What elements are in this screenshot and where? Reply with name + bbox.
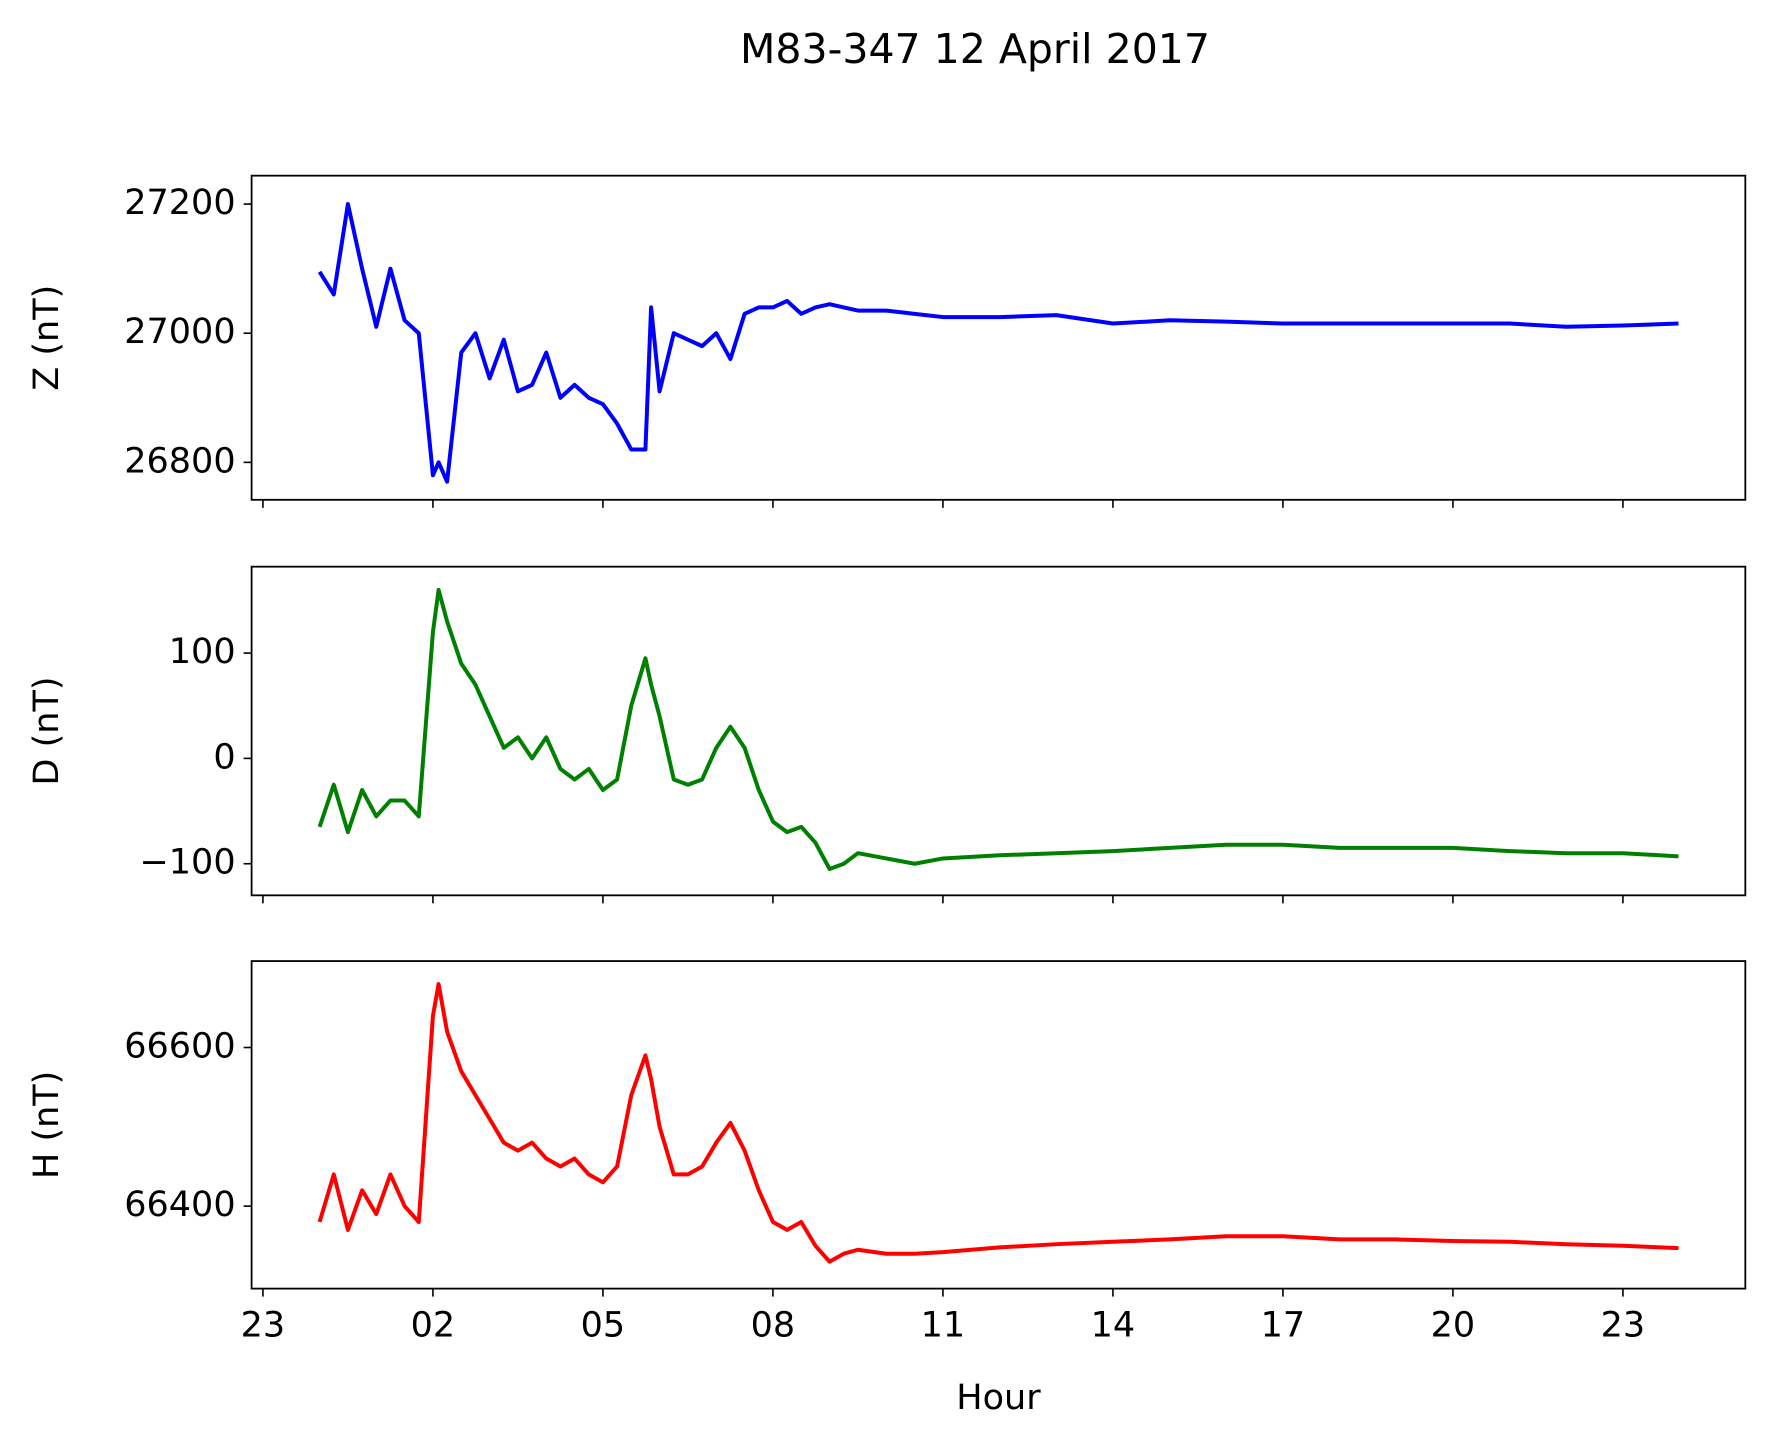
y-tick-label: 27200 <box>124 183 235 223</box>
axes-frame <box>250 960 1747 1290</box>
x-tick-label: 11 <box>921 1306 966 1346</box>
y-axis-label: Z (nT) <box>27 285 67 391</box>
y-tick-label: −100 <box>139 843 235 883</box>
series-line <box>317 982 1679 1264</box>
series-line <box>317 587 1679 871</box>
y-axis-label: H (nT) <box>27 1071 67 1179</box>
y-tick-label: 66600 <box>124 1027 235 1067</box>
axes-frame <box>250 565 1747 897</box>
x-tick-label: 17 <box>1261 1306 1306 1346</box>
axes-frame <box>250 174 1747 501</box>
y-tick-label: 27000 <box>124 312 235 352</box>
x-tick-label: 20 <box>1431 1306 1476 1346</box>
series-line <box>317 202 1679 484</box>
y-axis-label: D (nT) <box>27 677 67 786</box>
x-axis-label: Hour <box>956 1378 1041 1418</box>
y-tick-label: 100 <box>169 632 236 672</box>
x-tick-label: 08 <box>751 1306 796 1346</box>
y-tick-label: 0 <box>213 737 235 777</box>
x-tick-label: 23 <box>1601 1306 1646 1346</box>
x-tick-label: 14 <box>1091 1306 1136 1346</box>
y-tick-label: 66400 <box>124 1185 235 1225</box>
x-tick-label: 02 <box>411 1306 456 1346</box>
x-tick-label: 23 <box>241 1306 286 1346</box>
y-tick-label: 26800 <box>124 441 235 481</box>
x-tick-label: 05 <box>581 1306 626 1346</box>
chart-title: M83-347 12 April 2017 <box>740 25 1210 73</box>
